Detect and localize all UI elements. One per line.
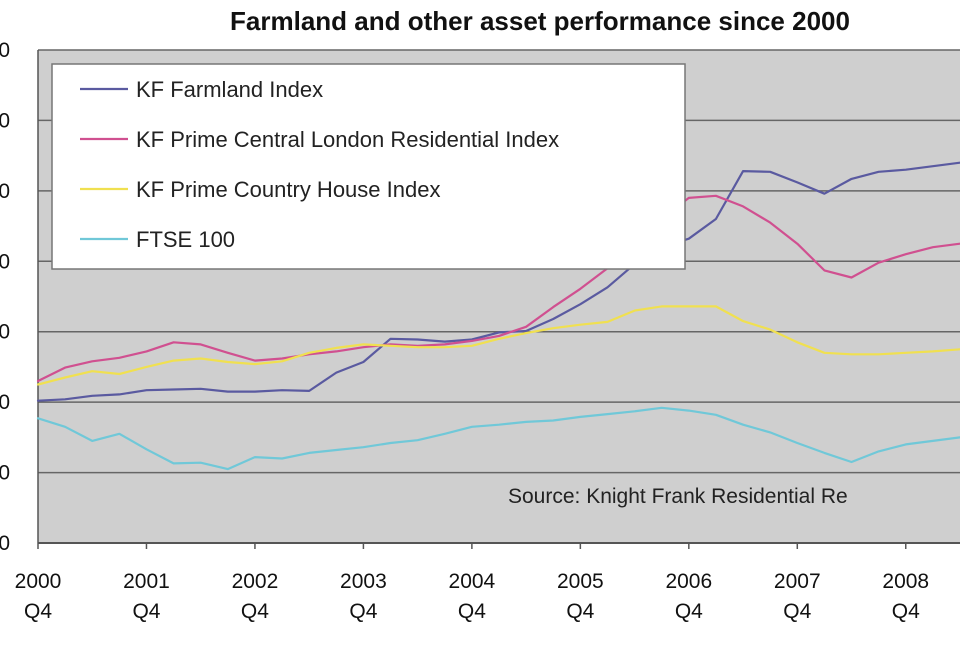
legend: KF Farmland Index KF Prime Central London…	[51, 63, 686, 270]
x-tick-year: 2005	[557, 570, 604, 593]
chart-title: Farmland and other asset performance sin…	[230, 6, 850, 36]
y-tick-label: 5000	[0, 180, 10, 203]
y-tick-label: 3000	[0, 321, 10, 344]
x-tick-quarter: Q4	[458, 600, 486, 623]
y-tick-label: 2000	[0, 391, 10, 414]
x-tick-year: 2003	[340, 570, 387, 593]
legend-label: KF Prime Central London Residential Inde…	[136, 127, 559, 152]
source-annotation: Source: Knight Frank Residential Re	[508, 485, 848, 508]
x-tick-quarter: Q4	[675, 600, 703, 623]
series-line-4	[36, 406, 960, 471]
x-tick-year: 2007	[774, 570, 821, 593]
x-tick-year: 2006	[665, 570, 712, 593]
x-ticks: 2000 Q4 2001 Q4 2002 Q4 2003 Q4 2004 Q4 2005 Q4 2006…	[15, 543, 929, 623]
x-tick-year: 2002	[232, 570, 279, 593]
series-line-2	[36, 194, 960, 383]
series-lines	[36, 161, 960, 471]
y-tick-label: 7000	[0, 39, 10, 62]
y-tick-label: 6000	[0, 109, 10, 132]
y-tick-label: 4000	[0, 250, 10, 273]
series-line-3	[36, 305, 960, 386]
legend-label: FTSE 100	[136, 227, 235, 252]
series-line-1	[36, 161, 960, 402]
x-tick-year: 2008	[882, 570, 929, 593]
y-ticks: 0 1000 2000 3000 4000 5000 6000 7000	[0, 39, 10, 555]
y-tick-label: 1000	[0, 462, 10, 485]
legend-box	[51, 63, 686, 270]
legend-label: KF Farmland Index	[136, 77, 323, 102]
x-tick-quarter: Q4	[783, 600, 811, 623]
x-tick-quarter: Q4	[566, 600, 594, 623]
x-tick-year: 2001	[123, 570, 170, 593]
x-tick-quarter: Q4	[132, 600, 160, 623]
x-tick-quarter: Q4	[241, 600, 269, 623]
y-tick-label: 0	[0, 532, 10, 555]
x-tick-quarter: Q4	[24, 600, 52, 623]
x-tick-quarter: Q4	[349, 600, 377, 623]
x-tick-quarter: Q4	[892, 600, 920, 623]
x-tick-year: 2004	[449, 570, 496, 593]
legend-label: KF Prime Country House Index	[136, 177, 440, 202]
x-tick-year: 2000	[15, 570, 62, 593]
